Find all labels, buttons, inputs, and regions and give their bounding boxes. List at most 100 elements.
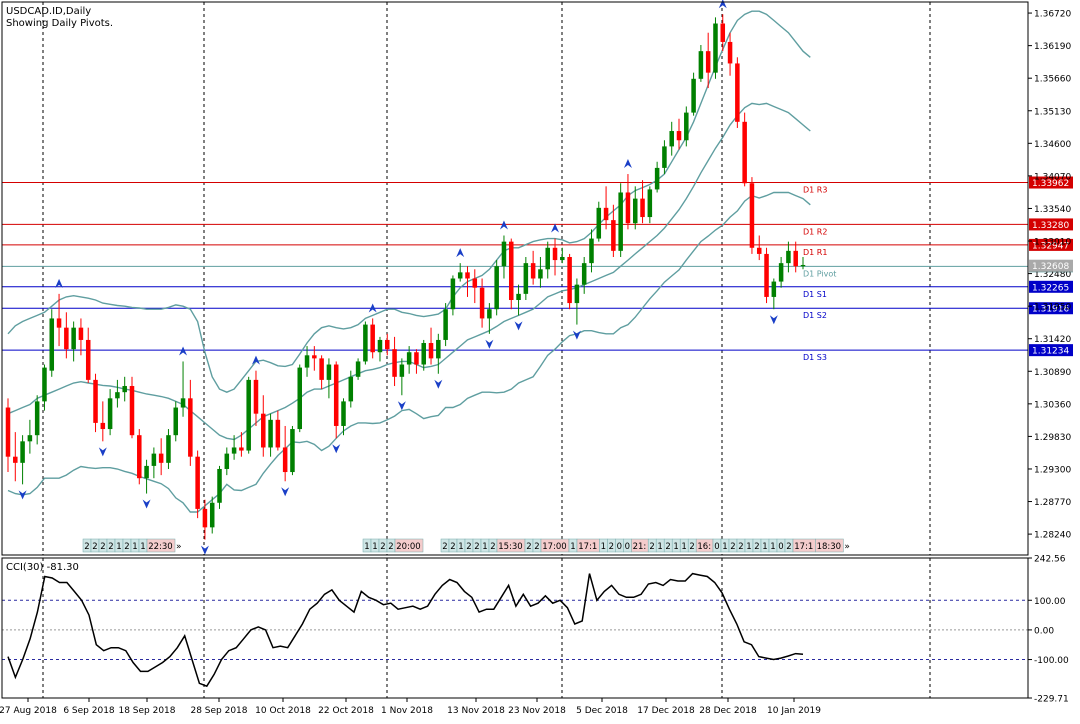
candle-body	[727, 41, 733, 64]
session-tag-label: 2	[84, 542, 89, 552]
x-tick-label: 13 Nov 2018	[447, 706, 505, 716]
candle-body	[341, 401, 346, 426]
session-tag-label: 2	[665, 542, 670, 552]
candle-body	[71, 327, 76, 350]
candle-body	[34, 401, 40, 436]
candle-body	[669, 131, 674, 147]
fractal-down-arrow	[434, 379, 443, 389]
candle-body	[676, 131, 682, 141]
y-tick-label: 1.34600	[1034, 140, 1071, 150]
candle-body	[472, 278, 478, 288]
candle-body	[268, 419, 273, 448]
session-tag-label: 17:1	[794, 542, 813, 552]
chart-subtitle: Showing Daily Pivots.	[6, 18, 113, 29]
session-tag	[146, 538, 176, 553]
candle-body	[640, 198, 645, 218]
candle-body	[312, 355, 317, 359]
candle-body	[231, 447, 237, 454]
candle-body	[202, 508, 208, 528]
y-tick-label: 1.28770	[1034, 498, 1071, 508]
pivot-price-badge	[1029, 280, 1073, 293]
candle-body	[217, 468, 222, 503]
main-panel-frame	[1, 1, 1029, 556]
candle-body	[756, 247, 762, 254]
session-strip-end: »	[176, 542, 182, 552]
candle-body	[436, 339, 441, 359]
session-tag-label: 2	[380, 542, 385, 552]
y-tick-label: 1.34070	[1034, 172, 1071, 182]
session-tag-label: 17:00	[542, 542, 567, 552]
fractal-up-arrow	[623, 159, 632, 169]
candle-body	[596, 207, 602, 239]
session-tag-label: 1	[372, 542, 377, 552]
session-tag-label: 1	[770, 542, 775, 552]
y-tick-label: 1.30360	[1034, 400, 1071, 410]
candle-body	[406, 352, 412, 365]
session-tag-label: 1	[762, 542, 767, 552]
y-tick-label: 1.33010	[1034, 238, 1071, 248]
pivot-price-label: 1.32947	[1032, 241, 1069, 251]
x-tick-label: 27 Aug 2018	[0, 706, 57, 716]
y-tick-label: 1.33540	[1034, 205, 1071, 215]
y-tick-label: 1.36720	[1034, 10, 1071, 20]
candle-body	[129, 386, 135, 436]
candle-body	[742, 121, 747, 184]
candle-body	[654, 167, 660, 190]
cci-label: CCI(30) -81.30	[6, 562, 79, 573]
bollinger-upper-band	[7, 10, 811, 393]
fractal-down-arrow	[281, 487, 290, 497]
pivot-price-label: 1.31916	[1032, 305, 1069, 315]
candle-body	[363, 324, 368, 362]
x-tick-label: 6 Sep 2018	[63, 706, 115, 716]
y-tick-label: 1.29300	[1034, 465, 1071, 475]
session-tag-label: 18:30	[817, 542, 842, 552]
session-strips-layer: 2 2 2 2 1 2 1 1 22:30» 1 1 2 2 20:00 2 2 1 2 2 1 2 15:30 2 2 17:…	[82, 538, 850, 553]
candle-body	[713, 23, 718, 73]
candle-body	[778, 263, 784, 282]
candle-body	[530, 263, 536, 279]
candle-body	[662, 146, 667, 168]
candle-body	[552, 247, 558, 261]
pivot-label: D1 S2	[803, 311, 827, 320]
candle-body	[764, 253, 769, 297]
bollinger-middle-band	[7, 102, 811, 441]
session-tag-label: 2	[490, 542, 495, 552]
candle-body	[487, 309, 492, 319]
candle-body	[261, 413, 266, 448]
session-strip-end: »	[844, 542, 850, 552]
candle-body	[545, 247, 550, 270]
session-tag-label: 1	[132, 542, 137, 552]
session-tag-label: 1	[140, 542, 145, 552]
x-tick-label: 10 Oct 2018	[255, 706, 311, 716]
pivot-price-badge	[1029, 344, 1073, 357]
session-tag-label: 16:	[697, 542, 711, 552]
fractal-up-arrow	[456, 248, 465, 258]
candle-body	[78, 327, 84, 340]
candle-body	[355, 361, 361, 377]
y-tick-label: 1.35130	[1034, 107, 1071, 117]
session-tag-label: 2	[108, 542, 113, 552]
candle-body	[443, 309, 448, 340]
y-tick-label: 1.36190	[1034, 42, 1071, 52]
session-tag-label: 21:	[633, 542, 647, 552]
session-tag-label: 20:00	[396, 542, 421, 552]
fractal-up-arrow	[55, 278, 64, 288]
candle-body	[684, 112, 689, 141]
bollinger-bands-layer	[7, 10, 811, 513]
pivot-label: D1 S1	[803, 290, 827, 299]
candle-body	[158, 453, 164, 463]
session-tag-label: 1	[364, 542, 369, 552]
session-tag-label: 2	[442, 542, 447, 552]
x-tick-label: 28 Sep 2018	[190, 706, 247, 716]
x-tick-label: 23 Nov 2018	[508, 706, 566, 716]
candle-body	[516, 293, 521, 301]
candle-body	[370, 324, 375, 353]
candle-body	[691, 78, 696, 113]
current-price-label: 1.32608	[1032, 262, 1069, 272]
y-tick-label: 1.35660	[1034, 75, 1071, 85]
session-tag-label: 2	[100, 542, 105, 552]
candle-body	[297, 367, 303, 430]
y-tick-label: 1.32480	[1034, 270, 1071, 280]
cci-line	[7, 572, 804, 688]
pivot-label: D1 R3	[803, 186, 827, 195]
